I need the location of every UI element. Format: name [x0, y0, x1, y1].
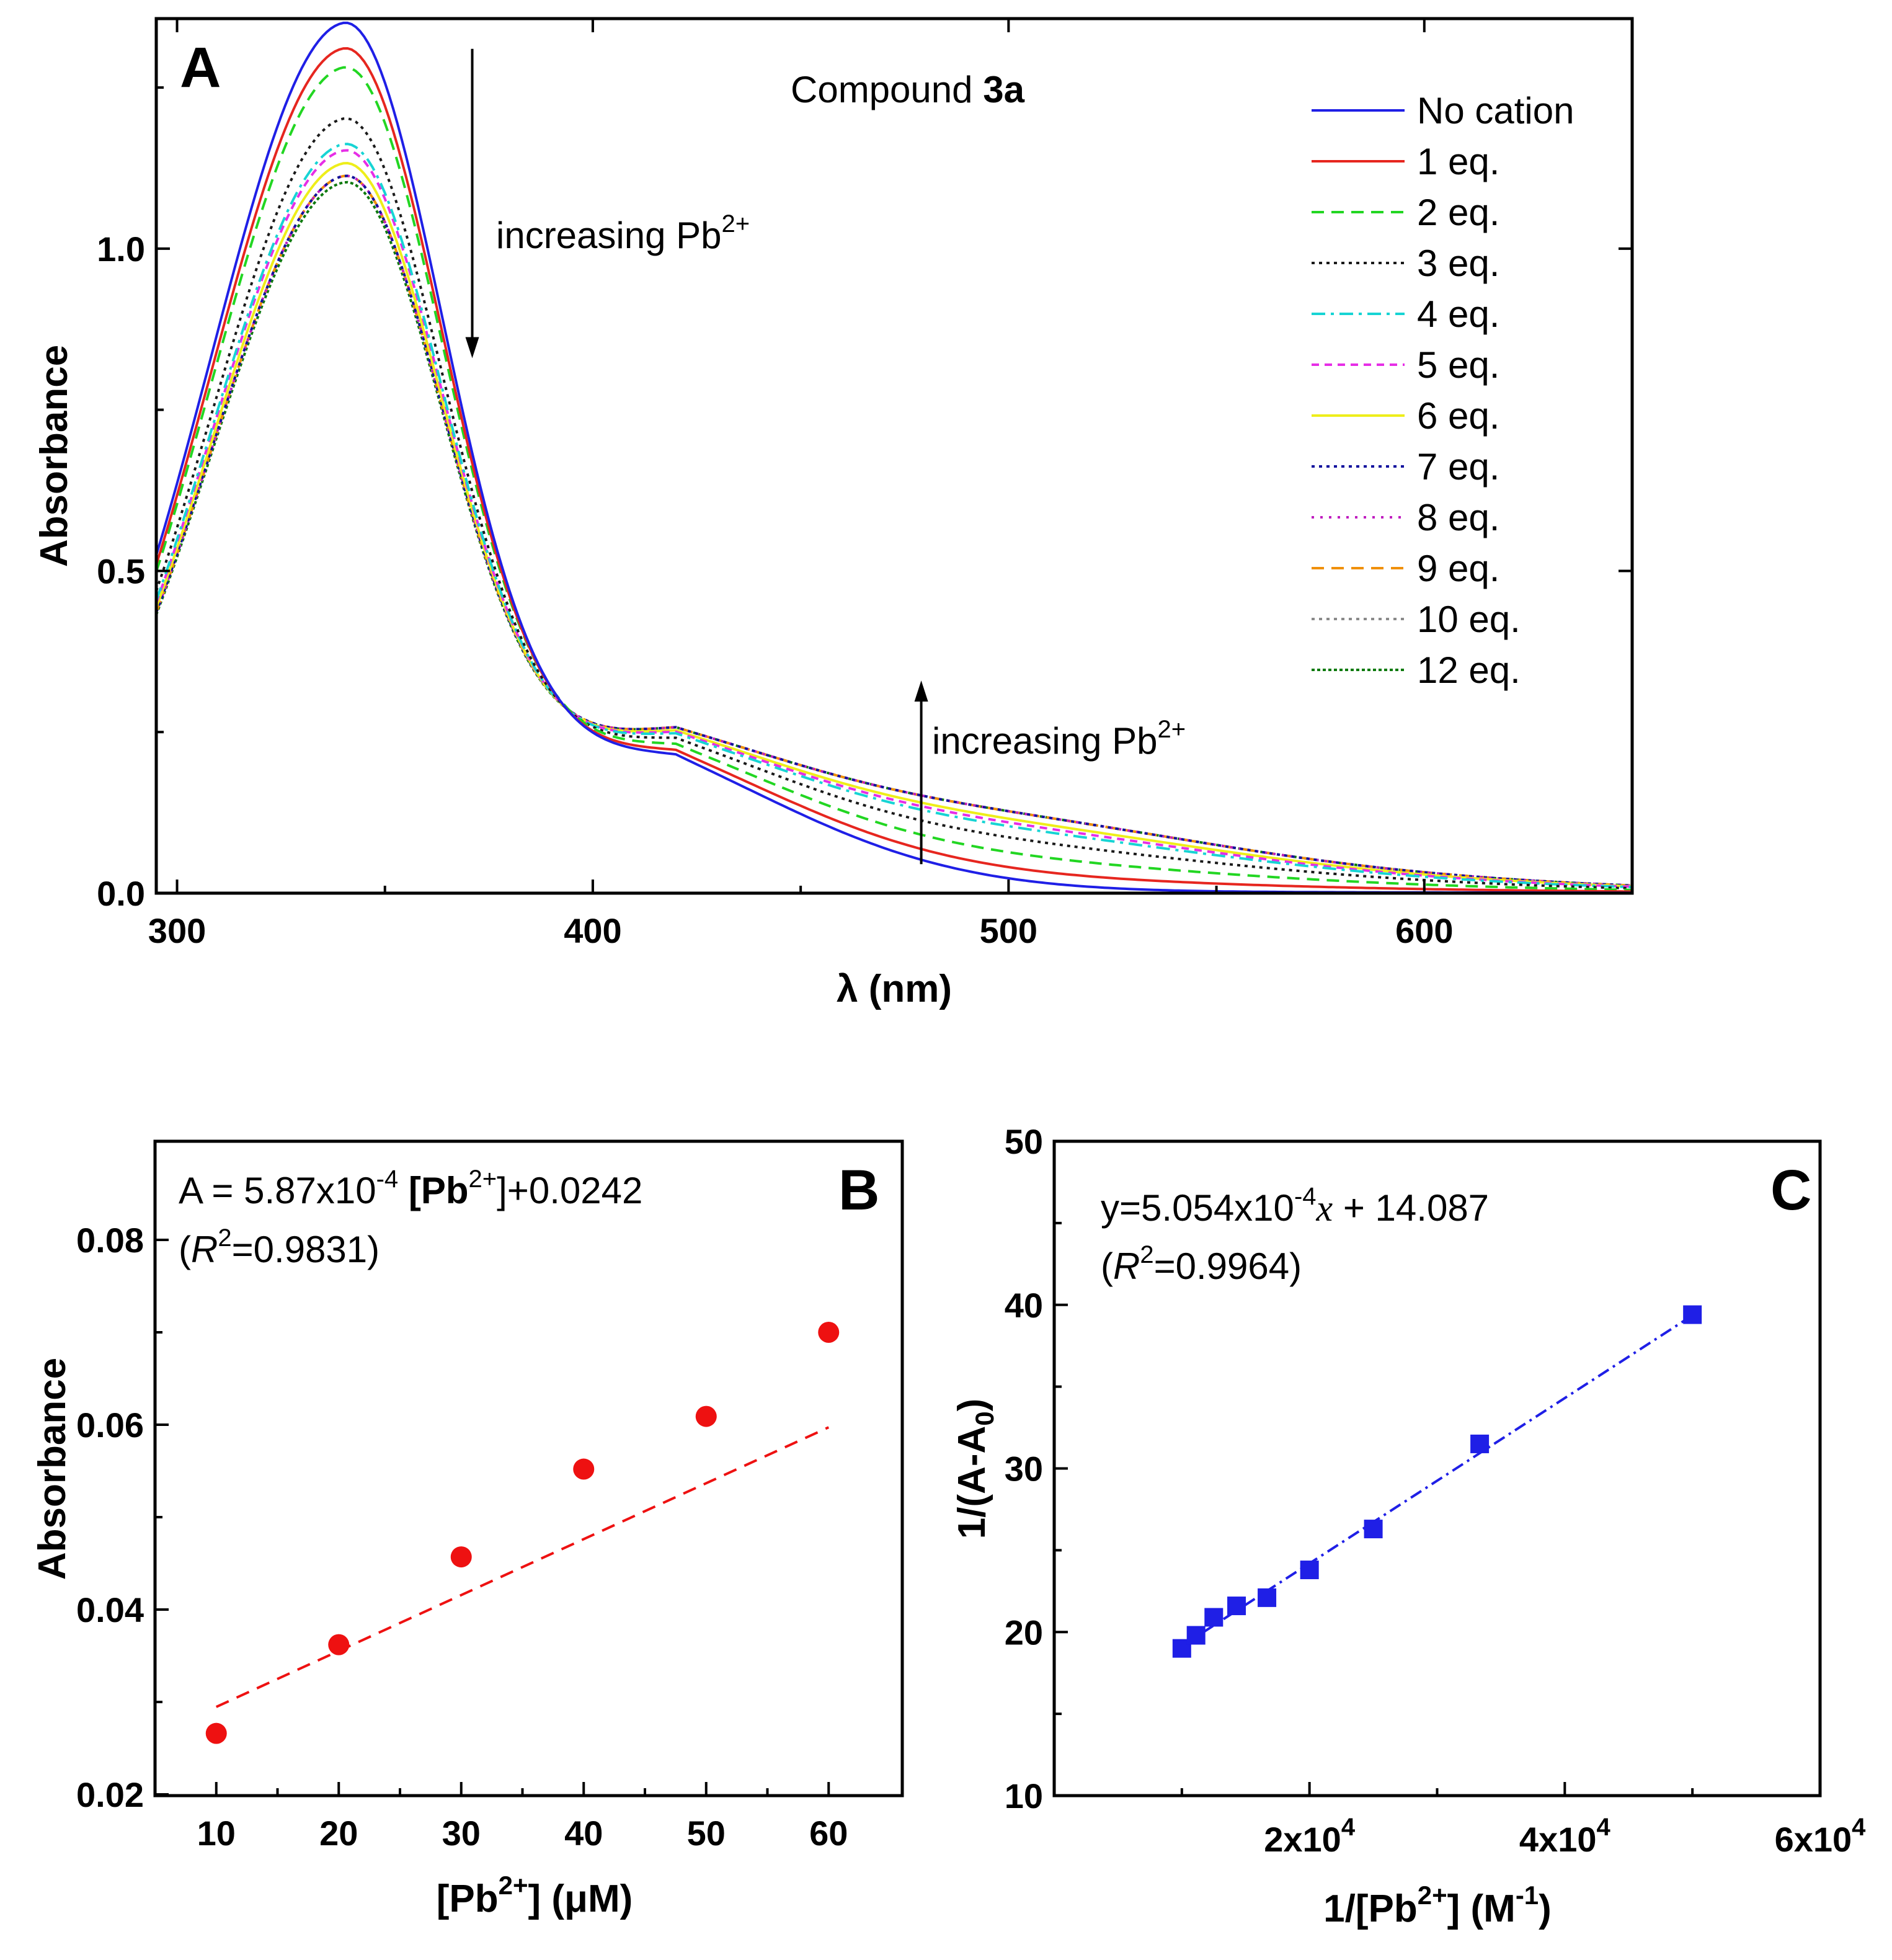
panel-a-x-tick-label: 300 — [148, 911, 206, 950]
panel-a-y-tick-label: 1.0 — [97, 229, 145, 269]
panel-b-x-tick-label: 20 — [319, 1814, 358, 1853]
panel-b-data-point — [205, 1722, 227, 1744]
annotation-down-text: increasing Pb2+ — [496, 210, 750, 256]
panel-b-data-point — [818, 1322, 840, 1343]
panel-b-y-tick-label: 0.08 — [76, 1221, 144, 1260]
panel-b-x-tick-label: 60 — [809, 1814, 848, 1853]
spectrum-line — [156, 174, 1632, 887]
legend-label: 8 eq. — [1417, 497, 1499, 538]
spectrum-line — [156, 180, 1632, 887]
legend-label: 12 eq. — [1417, 649, 1521, 691]
panel-b-fit-line — [215, 1426, 830, 1708]
panel-c-equation: y=5.054x10-4x + 14.087 — [1101, 1183, 1489, 1229]
spectrum-line — [156, 66, 1632, 891]
panel-b-ticks: 10 20 30 40 50 60 0.02 0.04 0.06 0.08 — [76, 1221, 848, 1853]
panel-c-x-tick-label: 2x104 — [1264, 1814, 1356, 1859]
panel-b-points — [205, 1322, 840, 1744]
panel-b-r2: (R2=0.9831) — [179, 1224, 380, 1270]
panel-c-y-tick-label: 30 — [1005, 1450, 1043, 1489]
panel-c-label: C — [1770, 1159, 1811, 1222]
panel-a-spectra — [156, 21, 1632, 893]
panel-c-data-point — [1364, 1520, 1383, 1539]
legend-label: 2 eq. — [1417, 192, 1499, 233]
panel-c-data-point — [1683, 1305, 1702, 1324]
spectrum-line — [156, 174, 1632, 887]
panel-b-y-tick-label: 0.06 — [76, 1405, 144, 1445]
panel-c-y-tick-label: 10 — [1005, 1776, 1043, 1815]
panel-a-x-tick-label: 500 — [980, 911, 1037, 950]
panel-a-x-title: λ (nm) — [837, 968, 952, 1010]
panel-b-data-point — [695, 1405, 717, 1427]
panel-b-x-tick-label: 30 — [442, 1814, 481, 1853]
panel-b-frame — [153, 1139, 904, 1797]
spectrum-line — [156, 47, 1632, 893]
panel-b-x-tick-label: 50 — [687, 1814, 726, 1853]
annotation-up: increasing Pb2+ — [914, 680, 1186, 865]
legend-label: 9 eq. — [1417, 548, 1499, 589]
panel-a-title: Compound 3a — [791, 69, 1025, 110]
legend-label: No cation — [1417, 90, 1574, 131]
panel-b-label: B — [838, 1159, 879, 1222]
panel-a-x-tick-label: 400 — [564, 911, 621, 950]
panel-b-data-point — [450, 1546, 472, 1568]
panel-b-equation: A = 5.87x10-4 [Pb2+]+0.0242 — [179, 1165, 642, 1211]
panel-c-r2: (R2=0.9964) — [1101, 1241, 1302, 1287]
panel-a-y-tick-label: 0.0 — [97, 874, 145, 913]
panel-c-y-title: 1/(A-A0) — [951, 1399, 999, 1539]
panel-a-ticks: 300 400 500 600 0.0 0.5 1.0 — [97, 19, 1632, 950]
panel-a-y-title: Absorbance — [33, 345, 76, 567]
legend-label: 1 eq. — [1417, 141, 1499, 182]
spectrum-line — [156, 143, 1632, 889]
annotation-down: increasing Pb2+ — [465, 48, 750, 359]
panel-a: 300 400 500 600 0.0 0.5 1.0 A Compound 3a incr… — [33, 17, 1634, 1010]
legend-label: 10 eq. — [1417, 599, 1521, 640]
panel-b-data-point — [328, 1634, 350, 1655]
panel-b-x-title: [Pb2+] (μM) — [437, 1871, 633, 1920]
panel-c-y-tick-label: 50 — [1005, 1122, 1043, 1161]
panel-c-y-tick-label: 20 — [1005, 1613, 1043, 1652]
panel-b-y-tick-label: 0.04 — [76, 1590, 144, 1629]
legend-label: 6 eq. — [1417, 395, 1499, 437]
panel-c-y-tick-label: 40 — [1005, 1286, 1043, 1325]
spectrum-line — [156, 117, 1632, 890]
annotation-up-text: increasing Pb2+ — [932, 716, 1186, 762]
panel-c-data-point — [1258, 1588, 1277, 1607]
panel-a-frame — [154, 17, 1634, 895]
panel-c-frame — [1052, 1139, 1822, 1797]
panel-a-legend: No cation 1 eq. 2 eq. 3 eq. 4 eq. 5 eq. 6 eq. 7… — [1312, 90, 1574, 691]
panel-c-data-point — [1300, 1561, 1319, 1580]
panel-c-data-point — [1227, 1597, 1246, 1616]
legend-label: 4 eq. — [1417, 293, 1499, 335]
panel-a-y-tick-label: 0.5 — [97, 551, 145, 590]
legend-label: 5 eq. — [1417, 344, 1499, 386]
spectrum-line — [156, 161, 1632, 888]
panel-c: 2x104 4x104 6x104 10 20 30 40 50 C y=5.054x10-4… — [951, 1122, 1866, 1930]
arrow-down-head — [465, 337, 479, 359]
panel-b-y-title: Absorbance — [31, 1358, 74, 1580]
legend-label: 7 eq. — [1417, 446, 1499, 488]
spectrum-line — [156, 174, 1632, 887]
panel-c-data-point — [1470, 1434, 1490, 1453]
panel-b-x-tick-label: 40 — [564, 1814, 603, 1853]
panel-b-x-tick-label: 10 — [197, 1814, 236, 1853]
spectrum-line — [156, 149, 1632, 888]
panel-c-x-tick-label: 6x104 — [1775, 1814, 1867, 1859]
arrow-up-head — [914, 680, 928, 702]
panel-a-label: A — [180, 36, 221, 99]
panel-b: 10 20 30 40 50 60 0.02 0.04 0.06 0.08 B A = 5.87x… — [31, 1139, 904, 1920]
panel-c-x-title: 1/[Pb2+] (M-1) — [1323, 1881, 1552, 1930]
panel-b-data-point — [573, 1458, 595, 1480]
panel-c-x-tick-label: 4x104 — [1519, 1814, 1611, 1859]
panel-a-x-tick-label: 600 — [1395, 911, 1453, 950]
panel-c-points — [1172, 1305, 1702, 1658]
panel-b-y-tick-label: 0.02 — [76, 1775, 144, 1814]
panel-c-ticks: 2x104 4x104 6x104 10 20 30 40 50 — [1005, 1122, 1866, 1859]
legend-label: 3 eq. — [1417, 243, 1499, 284]
panel-c-data-point — [1186, 1626, 1206, 1645]
spectrum-line — [156, 174, 1632, 887]
panel-c-data-point — [1204, 1608, 1224, 1627]
